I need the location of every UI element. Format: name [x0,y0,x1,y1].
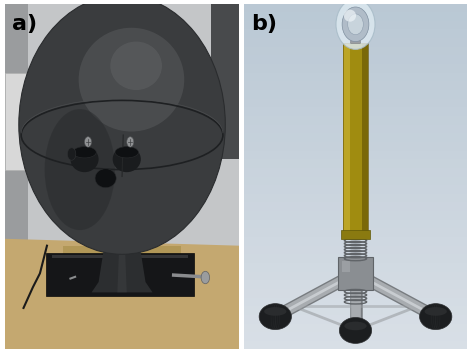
Ellipse shape [95,169,116,188]
Polygon shape [244,323,467,332]
Polygon shape [64,246,181,259]
Polygon shape [244,30,467,38]
Ellipse shape [339,317,372,343]
Circle shape [84,137,91,147]
Ellipse shape [419,304,452,330]
Polygon shape [362,43,368,234]
Ellipse shape [264,307,286,316]
Circle shape [201,271,210,284]
Polygon shape [244,185,467,194]
Polygon shape [244,150,467,159]
Ellipse shape [71,146,99,172]
Polygon shape [244,341,467,349]
Polygon shape [244,272,467,280]
Polygon shape [244,82,467,90]
Ellipse shape [79,28,184,132]
Polygon shape [244,168,467,176]
Polygon shape [244,55,467,64]
Ellipse shape [336,0,375,49]
Polygon shape [244,298,467,306]
Polygon shape [244,246,467,254]
Ellipse shape [259,304,292,330]
Polygon shape [244,306,467,315]
FancyBboxPatch shape [52,255,188,258]
Polygon shape [244,107,467,116]
Polygon shape [343,43,350,234]
Polygon shape [244,12,467,21]
Polygon shape [244,280,467,289]
Polygon shape [244,142,467,150]
FancyBboxPatch shape [342,261,350,272]
Polygon shape [244,125,467,133]
Polygon shape [5,239,239,349]
Ellipse shape [113,146,141,172]
Ellipse shape [73,146,96,158]
Polygon shape [244,228,467,237]
Polygon shape [244,4,467,12]
Polygon shape [91,232,153,292]
Polygon shape [5,4,239,349]
Polygon shape [351,33,360,43]
Polygon shape [244,263,467,272]
Text: b): b) [251,14,277,34]
Polygon shape [118,232,127,292]
Polygon shape [244,21,467,30]
Ellipse shape [45,109,115,230]
Polygon shape [244,194,467,203]
Polygon shape [244,159,467,168]
Polygon shape [244,133,467,142]
Polygon shape [244,38,467,47]
Ellipse shape [348,14,363,35]
Circle shape [127,137,134,147]
Text: a): a) [12,14,37,34]
FancyBboxPatch shape [337,257,374,290]
Polygon shape [5,4,28,246]
Polygon shape [244,116,467,125]
Ellipse shape [19,0,225,254]
Ellipse shape [344,322,367,330]
Ellipse shape [425,307,447,316]
Polygon shape [343,43,344,234]
Polygon shape [244,289,467,298]
Polygon shape [244,98,467,107]
Polygon shape [244,90,467,98]
Ellipse shape [110,42,162,90]
Polygon shape [244,176,467,185]
Polygon shape [244,203,467,211]
FancyBboxPatch shape [341,229,370,239]
Ellipse shape [115,146,138,158]
Polygon shape [244,254,467,263]
Polygon shape [244,73,467,82]
Ellipse shape [344,10,356,22]
Polygon shape [244,220,467,228]
FancyBboxPatch shape [5,73,26,169]
Polygon shape [244,64,467,73]
Polygon shape [244,47,467,55]
Polygon shape [244,315,467,323]
Ellipse shape [342,7,369,42]
Polygon shape [211,4,239,159]
Circle shape [67,148,76,160]
FancyBboxPatch shape [46,253,193,296]
Polygon shape [244,237,467,246]
Polygon shape [244,332,467,341]
Polygon shape [244,211,467,220]
Polygon shape [343,43,362,234]
